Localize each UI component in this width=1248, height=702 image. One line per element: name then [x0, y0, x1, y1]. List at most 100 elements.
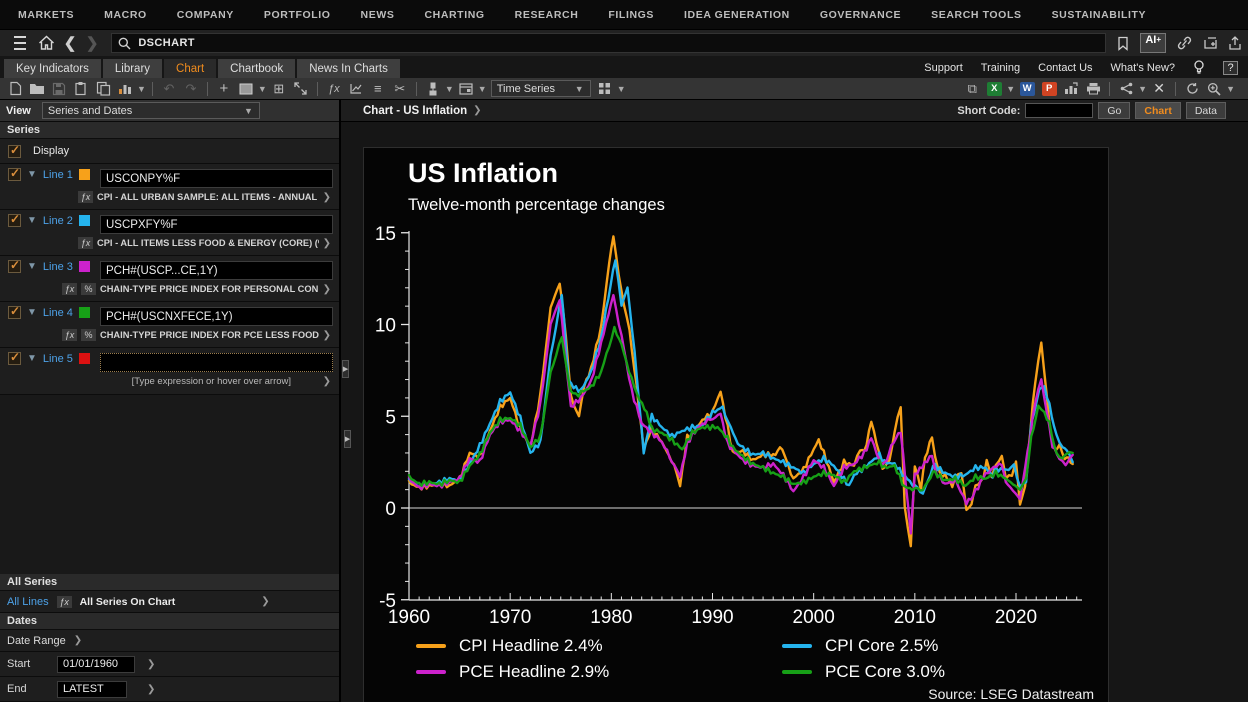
sidebar-splitter-handle-1[interactable]: ▶ — [342, 360, 349, 378]
print-icon[interactable] — [1084, 81, 1102, 97]
line5-chevron-right-icon[interactable]: ❯ — [323, 376, 331, 387]
chart-mode-select[interactable]: Time Series▼ — [491, 80, 591, 97]
line1-function-icon[interactable]: ƒx — [78, 191, 93, 203]
line5-color-swatch[interactable] — [79, 353, 90, 364]
menu-item-markets[interactable]: MARKETS — [18, 9, 74, 21]
line1-checkbox[interactable] — [8, 168, 21, 181]
breadcrumb[interactable]: Chart - US Inflation — [363, 105, 467, 117]
line3-checkbox[interactable] — [8, 260, 21, 273]
line4-label[interactable]: Line 4 — [43, 307, 73, 319]
line5-label[interactable]: Line 5 — [43, 353, 73, 365]
share-chart-dropdown-icon[interactable]: ▼ — [1138, 84, 1147, 94]
start-date-input[interactable] — [57, 656, 135, 673]
grid-settings-icon[interactable]: ⊞ — [270, 81, 288, 97]
help-icon[interactable]: ? — [1223, 61, 1238, 75]
line-style-dropdown-icon[interactable]: ▼ — [258, 84, 267, 94]
line5-expand-icon[interactable]: ▼ — [27, 353, 37, 364]
chart-plot-area[interactable]: -50510151960197019801990200020102020 — [364, 148, 1110, 702]
line2-expression-input[interactable] — [100, 215, 333, 234]
line3-expression-input[interactable] — [100, 261, 333, 280]
end-date-input[interactable] — [57, 681, 127, 698]
add-series-icon[interactable]: + — [215, 81, 233, 97]
paste-icon[interactable] — [72, 81, 90, 97]
view-select[interactable]: Series and Dates▼ — [42, 102, 260, 119]
export-word-icon[interactable]: W — [1018, 81, 1036, 97]
end-date-chevron-icon[interactable]: ❯ — [147, 684, 155, 695]
line2-color-swatch[interactable] — [79, 215, 90, 226]
line3-chevron-right-icon[interactable]: ❯ — [323, 284, 331, 295]
all-lines-link[interactable]: All Lines — [7, 596, 49, 608]
line2-label[interactable]: Line 2 — [43, 215, 73, 227]
date-range-label[interactable]: Date Range — [7, 635, 66, 647]
undo-icon[interactable]: ↶ — [160, 81, 178, 97]
line3-percent-icon[interactable]: % — [81, 283, 96, 295]
line4-function-icon[interactable]: ƒx — [62, 329, 77, 341]
export-excel-icon[interactable]: X — [985, 81, 1003, 97]
link-icon[interactable] — [1176, 36, 1193, 50]
tab-key-indicators[interactable]: Key Indicators — [4, 59, 101, 78]
go-button[interactable]: Go — [1098, 102, 1130, 119]
format-painter-icon[interactable] — [424, 81, 442, 97]
tab-chart[interactable]: Chart — [164, 59, 216, 78]
all-series-on-chart-label[interactable]: All Series On Chart — [80, 596, 176, 608]
display-checkbox[interactable] — [8, 145, 21, 158]
legend-lines-icon[interactable]: ≡ — [369, 81, 387, 97]
line4-expand-icon[interactable]: ▼ — [27, 307, 37, 318]
line2-checkbox[interactable] — [8, 214, 21, 227]
tab-chartbook[interactable]: Chartbook — [218, 59, 295, 78]
global-search-bar[interactable] — [111, 33, 1106, 53]
start-date-chevron-icon[interactable]: ❯ — [147, 659, 155, 670]
training-link[interactable]: Training — [981, 62, 1020, 74]
chart-type-icon[interactable] — [116, 81, 134, 97]
line1-expression-input[interactable] — [100, 169, 333, 188]
expand-icon[interactable] — [292, 81, 310, 97]
function-icon[interactable]: ƒx — [325, 81, 343, 97]
share-icon[interactable] — [1228, 36, 1242, 51]
add-frame-icon[interactable] — [1203, 36, 1218, 50]
line4-expression-input[interactable] — [100, 307, 333, 326]
series-line-cpi-headline[interactable] — [409, 236, 1073, 546]
line-style-icon[interactable] — [237, 81, 255, 97]
redo-icon[interactable]: ↷ — [182, 81, 200, 97]
line3-label[interactable]: Line 3 — [43, 261, 73, 273]
zoom-dropdown-icon[interactable]: ▼ — [1226, 84, 1235, 94]
line1-label[interactable]: Line 1 — [43, 169, 73, 181]
bookmark-icon[interactable] — [1116, 36, 1130, 51]
share-chart-icon[interactable] — [1117, 81, 1135, 97]
export-powerpoint-icon[interactable]: P — [1040, 81, 1058, 97]
menu-item-filings[interactable]: FILINGS — [608, 9, 654, 21]
panel-layout-dropdown-icon[interactable]: ▼ — [478, 84, 487, 94]
short-code-input[interactable] — [1025, 103, 1093, 118]
series-line-pce-headline[interactable] — [409, 295, 1073, 533]
copy-icon[interactable] — [94, 81, 112, 97]
series-line-pce-core[interactable] — [409, 327, 1073, 491]
line3-function-icon[interactable]: ƒx — [62, 283, 77, 295]
view-layout-icon[interactable] — [596, 81, 614, 97]
close-chart-icon[interactable]: ✕ — [1150, 81, 1168, 97]
new-window-icon[interactable]: ⧉ — [963, 81, 981, 97]
line5-expression-input[interactable] — [100, 353, 333, 372]
sidebar-splitter-handle-2[interactable]: ▶ — [344, 430, 351, 448]
line2-expand-icon[interactable]: ▼ — [27, 215, 37, 226]
line2-function-icon[interactable]: ƒx — [78, 237, 93, 249]
open-folder-icon[interactable] — [28, 81, 46, 97]
legend-item-cpi-headline[interactable]: CPI Headline 2.4% — [416, 636, 603, 656]
line4-color-swatch[interactable] — [79, 307, 90, 318]
view-layout-dropdown-icon[interactable]: ▼ — [617, 84, 626, 94]
all-series-function-icon[interactable]: ƒx — [57, 596, 72, 608]
zoom-icon[interactable] — [1205, 81, 1223, 97]
export-excel-dropdown-icon[interactable]: ▼ — [1006, 84, 1015, 94]
line1-chevron-right-icon[interactable]: ❯ — [323, 192, 331, 203]
menu-item-portfolio[interactable]: PORTFOLIO — [264, 9, 331, 21]
chart-type-dropdown-icon[interactable]: ▼ — [137, 84, 146, 94]
menu-item-search-tools[interactable]: SEARCH TOOLS — [931, 9, 1021, 21]
panel-layout-icon[interactable] — [457, 81, 475, 97]
inflation-chart-canvas[interactable]: -50510151960197019801990200020102020 US … — [363, 147, 1109, 702]
all-series-chevron-right-icon[interactable]: ❯ — [261, 596, 269, 607]
tab-news-in-charts[interactable]: News In Charts — [297, 59, 400, 78]
format-painter-dropdown-icon[interactable]: ▼ — [445, 84, 454, 94]
menu-item-sustainability[interactable]: SUSTAINABILITY — [1052, 9, 1147, 21]
line3-color-swatch[interactable] — [79, 261, 90, 272]
back-arrow-icon[interactable]: ❮ — [63, 33, 77, 53]
lightbulb-icon[interactable] — [1193, 60, 1205, 75]
